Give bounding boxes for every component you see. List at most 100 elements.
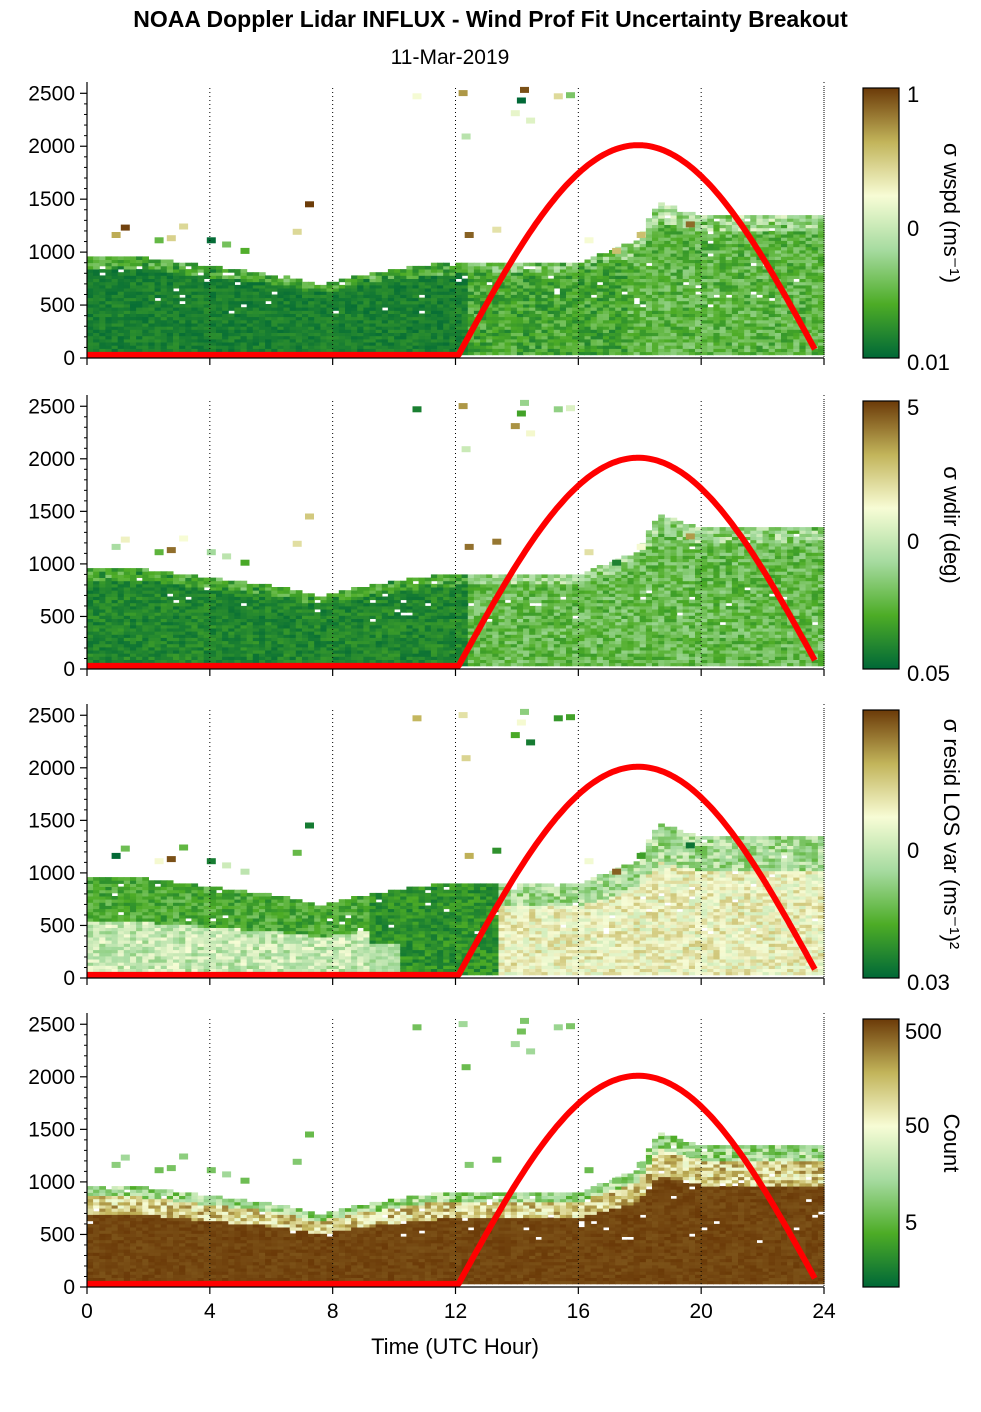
heatmap-cell — [246, 332, 254, 337]
heatmap-cell — [99, 590, 106, 594]
heatmap-cell — [357, 319, 364, 324]
heatmap-cell — [639, 300, 647, 305]
heatmap-cell — [320, 624, 328, 629]
heatmap-cell — [394, 307, 401, 311]
heatmap-cell — [768, 335, 776, 340]
heatmap-cell — [756, 323, 764, 327]
heatmap-cell — [461, 310, 469, 314]
heatmap-cell — [516, 278, 524, 283]
heatmap-cell — [277, 637, 285, 642]
heatmap-cell — [762, 297, 770, 302]
heatmap-cell — [510, 269, 518, 273]
heatmap-cell — [105, 265, 113, 270]
heatmap-cell — [455, 265, 463, 270]
heatmap-cell — [154, 605, 162, 610]
heatmap-cell — [535, 313, 542, 318]
heatmap-cell — [744, 338, 751, 343]
heatmap-cell — [713, 332, 721, 337]
heatmap-cell — [695, 332, 702, 337]
heatmap-cell — [154, 615, 162, 619]
heatmap-cell — [338, 304, 346, 308]
heatmap-cell — [430, 313, 438, 318]
heatmap-cell — [277, 659, 285, 664]
heatmap-cell — [222, 300, 229, 305]
heatmap-cell — [99, 615, 106, 619]
heatmap-cell — [627, 319, 635, 324]
heatmap-cell — [148, 307, 156, 311]
heatmap-cell — [658, 234, 665, 238]
heatmap-cell — [240, 637, 248, 642]
heatmap-cell — [105, 256, 113, 260]
heatmap-cell — [302, 593, 309, 597]
heatmap-cell — [130, 345, 137, 349]
heatmap-cell — [154, 593, 162, 597]
heatmap-cell — [725, 326, 733, 330]
heatmap-cell — [713, 297, 721, 302]
heatmap-cell — [136, 587, 143, 591]
heatmap-cell — [234, 628, 242, 632]
heatmap-cell — [811, 275, 819, 279]
heatmap-cell — [314, 643, 321, 648]
heatmap-cell — [123, 304, 131, 308]
heatmap-cell — [345, 338, 352, 343]
heatmap-cell — [805, 262, 813, 267]
heatmap-cell — [363, 291, 371, 295]
heatmap-cell — [781, 262, 788, 267]
heatmap-cell — [584, 323, 592, 327]
heatmap-cell — [627, 256, 635, 260]
heatmap-cell — [265, 637, 272, 642]
heatmap-cell — [185, 574, 192, 578]
heatmap-cell — [136, 269, 143, 273]
heatmap-cell — [762, 310, 770, 314]
heatmap-cell — [762, 234, 770, 238]
heatmap-cell — [240, 583, 248, 588]
heatmap-cell — [449, 316, 457, 321]
heatmap-cell — [424, 316, 432, 321]
heatmap-cell — [523, 348, 530, 353]
heatmap-cell — [590, 256, 598, 260]
heatmap-cell — [234, 587, 242, 591]
heatmap-cell — [160, 602, 168, 607]
heatmap-cell — [615, 304, 622, 308]
heatmap-cell — [688, 284, 696, 289]
heatmap-cell — [117, 583, 125, 588]
heatmap-cell — [259, 605, 266, 610]
heatmap-cell — [320, 650, 328, 654]
heatmap-cell — [504, 310, 512, 314]
heatmap-cell — [246, 294, 254, 299]
heatmap-cell — [553, 351, 561, 356]
heatmap-cell — [246, 313, 254, 318]
heatmap-cell — [246, 605, 254, 610]
heatmap-cell — [645, 304, 653, 308]
heatmap-cell — [302, 326, 309, 330]
heatmap-cell — [682, 313, 690, 318]
heatmap-cell — [652, 208, 659, 213]
heatmap-cell — [289, 326, 297, 330]
heatmap-cell — [283, 348, 291, 353]
heatmap-cell — [99, 634, 106, 638]
heatmap-cell — [209, 294, 217, 299]
heatmap-cell — [130, 646, 137, 651]
heatmap-cell — [572, 291, 579, 295]
heatmap-cell — [725, 316, 733, 321]
heatmap-cell — [553, 335, 561, 340]
heatmap-cell — [688, 227, 696, 232]
heatmap-cell — [504, 319, 512, 324]
heatmap-cell — [541, 281, 549, 286]
heatmap-cell — [123, 307, 131, 311]
heatmap-cell — [302, 338, 309, 343]
heatmap-cell — [87, 329, 94, 333]
heatmap-cell — [707, 246, 714, 251]
heatmap-cell — [811, 224, 819, 229]
heatmap-cell — [695, 234, 702, 238]
heatmap-cell — [719, 224, 727, 229]
heatmap-cell — [461, 265, 469, 270]
heatmap-cell — [222, 338, 229, 343]
heatmap-cell — [179, 628, 186, 632]
heatmap-cell — [191, 319, 199, 324]
heatmap-cell — [87, 659, 94, 664]
heatmap-cell — [197, 297, 205, 302]
heatmap-cell — [375, 284, 383, 289]
heatmap-cell — [670, 348, 678, 353]
heatmap-cell — [731, 227, 739, 232]
